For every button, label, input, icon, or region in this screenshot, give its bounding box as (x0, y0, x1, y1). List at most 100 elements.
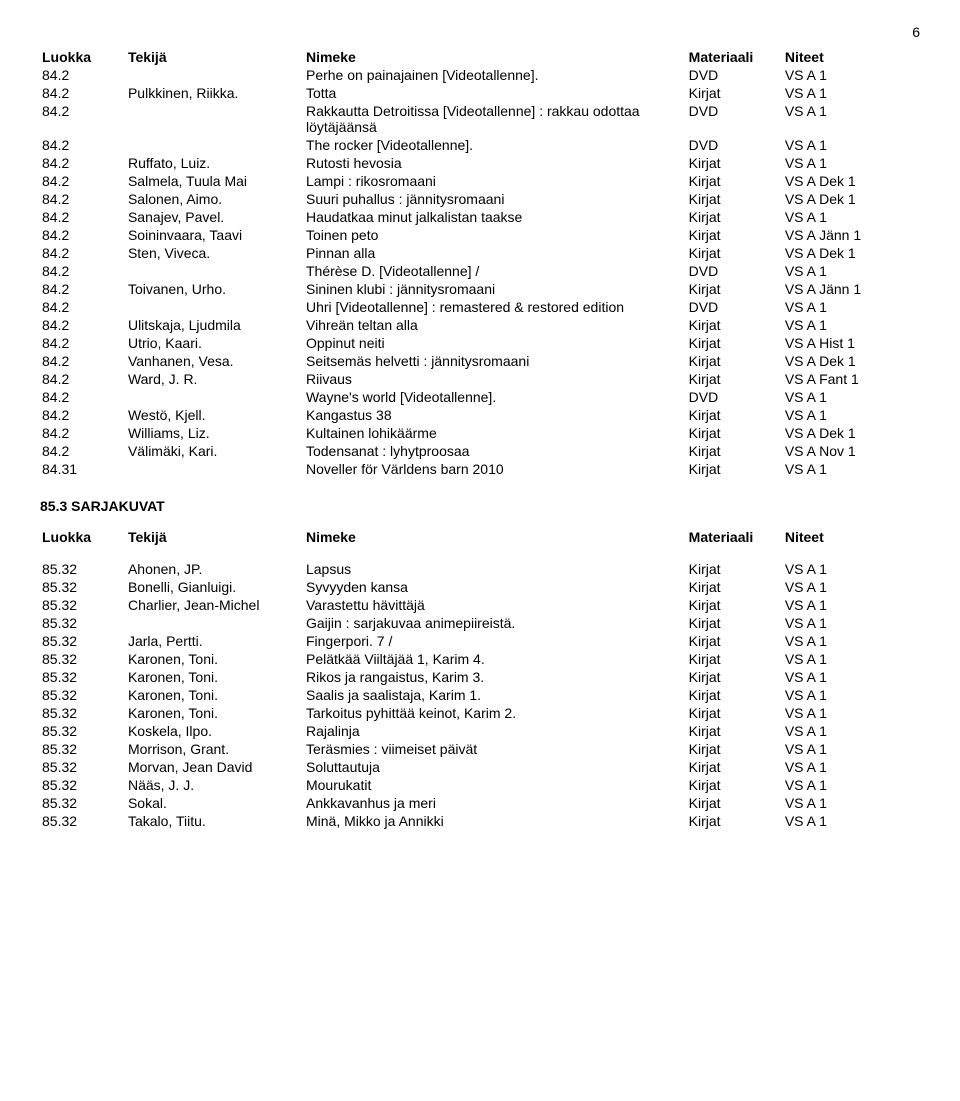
cell-notes: VS A 1 (783, 614, 920, 632)
cell-title: Lampi : rikosromaani (304, 172, 687, 190)
cell-title: Soluttautuja (304, 758, 687, 776)
cell-material: DVD (687, 136, 783, 154)
cell-notes: VS A Hist 1 (783, 334, 920, 352)
cell-author: Ruffato, Luiz. (126, 154, 304, 172)
cell-author: Sanajev, Pavel. (126, 208, 304, 226)
header-title: Nimeke (304, 48, 687, 66)
cell-class: 85.32 (40, 596, 126, 614)
cell-material: DVD (687, 66, 783, 84)
cell-class: 85.32 (40, 686, 126, 704)
cell-title: Rakkautta Detroitissa [Videotallenne] : … (304, 102, 687, 136)
cell-notes: VS A 1 (783, 84, 920, 102)
cell-material: Kirjat (687, 460, 783, 478)
cell-title: Mourukatit (304, 776, 687, 794)
cell-author: Morvan, Jean David (126, 758, 304, 776)
cell-author (126, 66, 304, 84)
header-notes: Niteet (783, 48, 920, 66)
cell-class: 84.2 (40, 208, 126, 226)
cell-material: Kirjat (687, 208, 783, 226)
table-row: 85.32Morrison, Grant.Teräsmies : viimeis… (40, 740, 920, 758)
table-row: 84.2Uhri [Videotallenne] : remastered & … (40, 298, 920, 316)
cell-title: Noveller för Världens barn 2010 (304, 460, 687, 478)
cell-material: Kirjat (687, 632, 783, 650)
table-row: 84.2Perhe on painajainen [Videotallenne]… (40, 66, 920, 84)
cell-author: Salonen, Aimo. (126, 190, 304, 208)
cell-notes: VS A 1 (783, 704, 920, 722)
table-row: 85.32Jarla, Pertti.Fingerpori. 7 /Kirjat… (40, 632, 920, 650)
cell-class: 84.2 (40, 352, 126, 370)
cell-author: Utrio, Kaari. (126, 334, 304, 352)
cell-title: Saalis ja saalistaja, Karim 1. (304, 686, 687, 704)
cell-material: Kirjat (687, 424, 783, 442)
cell-material: Kirjat (687, 704, 783, 722)
cell-class: 84.2 (40, 244, 126, 262)
cell-title: Totta (304, 84, 687, 102)
cell-class: 84.2 (40, 84, 126, 102)
cell-notes: VS A Dek 1 (783, 244, 920, 262)
table-1: Luokka Tekijä Nimeke Materiaali Niteet 8… (40, 48, 920, 478)
cell-notes: VS A 1 (783, 298, 920, 316)
table-row: 84.2Salonen, Aimo.Suuri puhallus : jänni… (40, 190, 920, 208)
table-row: 85.32Karonen, Toni.Saalis ja saalistaja,… (40, 686, 920, 704)
cell-author (126, 388, 304, 406)
cell-material: Kirjat (687, 740, 783, 758)
table-row: 84.2Toivanen, Urho.Sininen klubi : jänni… (40, 280, 920, 298)
cell-material: Kirjat (687, 442, 783, 460)
table-row: 84.2Utrio, Kaari.Oppinut neitiKirjatVS A… (40, 334, 920, 352)
cell-notes: VS A 1 (783, 686, 920, 704)
cell-notes: VS A 1 (783, 776, 920, 794)
cell-notes: VS A Jänn 1 (783, 280, 920, 298)
cell-notes: VS A 1 (783, 812, 920, 830)
cell-notes: VS A Fant 1 (783, 370, 920, 388)
cell-class: 85.32 (40, 758, 126, 776)
cell-title: Vihreän teltan alla (304, 316, 687, 334)
cell-material: Kirjat (687, 334, 783, 352)
cell-author: Välimäki, Kari. (126, 442, 304, 460)
cell-title: The rocker [Videotallenne]. (304, 136, 687, 154)
cell-notes: VS A Nov 1 (783, 442, 920, 460)
cell-material: Kirjat (687, 614, 783, 632)
cell-notes: VS A Jänn 1 (783, 226, 920, 244)
page-number: 6 (40, 24, 920, 40)
cell-material: Kirjat (687, 812, 783, 830)
cell-author: Vanhanen, Vesa. (126, 352, 304, 370)
cell-author (126, 262, 304, 280)
cell-title: Suuri puhallus : jännitysromaani (304, 190, 687, 208)
cell-title: Sininen klubi : jännitysromaani (304, 280, 687, 298)
cell-class: 84.2 (40, 280, 126, 298)
cell-title: Syvyyden kansa (304, 578, 687, 596)
cell-material: Kirjat (687, 226, 783, 244)
cell-author: Salmela, Tuula Mai (126, 172, 304, 190)
cell-class: 85.32 (40, 704, 126, 722)
cell-notes: VS A 1 (783, 596, 920, 614)
table-row: 85.32Gaijin : sarjakuvaa animepiireistä.… (40, 614, 920, 632)
cell-material: Kirjat (687, 84, 783, 102)
cell-material: Kirjat (687, 172, 783, 190)
cell-notes: VS A 1 (783, 740, 920, 758)
cell-material: Kirjat (687, 560, 783, 578)
cell-material: Kirjat (687, 596, 783, 614)
cell-material: Kirjat (687, 776, 783, 794)
cell-author: Morrison, Grant. (126, 740, 304, 758)
table-row: 85.32Sokal.Ankkavanhus ja meriKirjatVS A… (40, 794, 920, 812)
table-row: 85.32Bonelli, Gianluigi.Syvyyden kansaKi… (40, 578, 920, 596)
cell-notes: VS A 1 (783, 794, 920, 812)
cell-material: Kirjat (687, 686, 783, 704)
cell-notes: VS A 1 (783, 154, 920, 172)
cell-notes: VS A 1 (783, 632, 920, 650)
header-title: Nimeke (304, 528, 687, 546)
table-row: 85.32Charlier, Jean-MichelVarastettu häv… (40, 596, 920, 614)
cell-title: Todensanat : lyhytproosaa (304, 442, 687, 460)
cell-author: Karonen, Toni. (126, 704, 304, 722)
cell-material: DVD (687, 262, 783, 280)
cell-author: Pulkkinen, Riikka. (126, 84, 304, 102)
cell-author (126, 102, 304, 136)
cell-notes: VS A 1 (783, 578, 920, 596)
table-row: 85.32Karonen, Toni.Tarkoitus pyhittää ke… (40, 704, 920, 722)
header-material: Materiaali (687, 48, 783, 66)
cell-author: Sten, Viveca. (126, 244, 304, 262)
table-row: 84.2The rocker [Videotallenne].DVDVS A 1 (40, 136, 920, 154)
cell-title: Varastettu hävittäjä (304, 596, 687, 614)
cell-notes: VS A 1 (783, 560, 920, 578)
cell-material: Kirjat (687, 280, 783, 298)
